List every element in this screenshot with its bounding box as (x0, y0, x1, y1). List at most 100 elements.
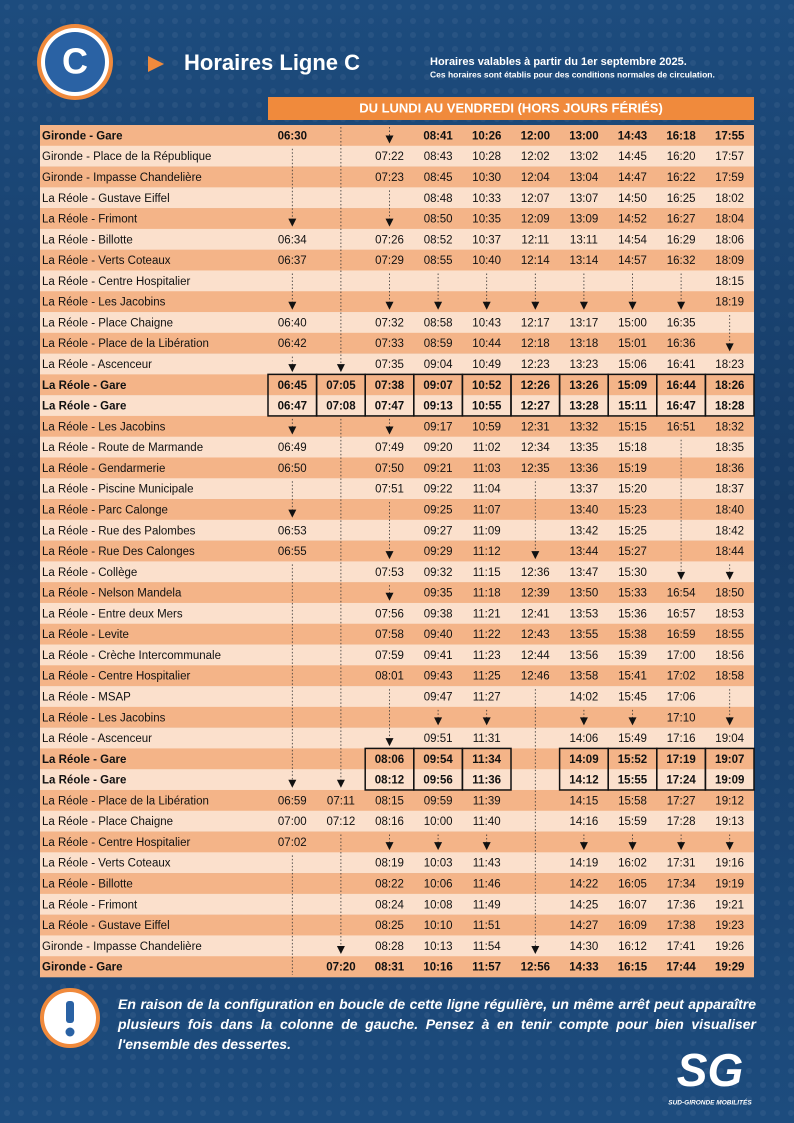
row-band (40, 457, 754, 479)
time: 07:05 (326, 380, 356, 392)
play-icon (148, 56, 164, 72)
time: 11:46 (473, 879, 501, 891)
time: 18:40 (715, 504, 744, 516)
time: 17:31 (667, 858, 696, 870)
time: 14:15 (570, 795, 599, 807)
time: 18:04 (715, 214, 744, 226)
skip-arrow (288, 364, 297, 373)
row-band (40, 270, 754, 292)
time: 12:04 (521, 172, 550, 184)
period-bar (268, 97, 754, 120)
time: 16:59 (667, 629, 696, 641)
row-band (40, 602, 754, 625)
time: 08:59 (424, 338, 453, 350)
time: 07:20 (326, 962, 355, 974)
time: 10:16 (423, 962, 452, 974)
time: 06:30 (278, 130, 307, 142)
skip-arrow (434, 301, 443, 310)
time: 09:07 (423, 380, 452, 392)
time: 15:38 (618, 629, 647, 641)
row-band (40, 415, 754, 438)
row-band (40, 436, 754, 458)
period: DU LUNDI AU VENDREDI (HORS JOURS FÉRIÉS) (359, 100, 663, 115)
time: 07:11 (327, 795, 355, 807)
stop-name: La Réole - Place Chaigne (42, 317, 173, 329)
time: 11:57 (472, 962, 501, 974)
stop-name: Gironde - Gare (42, 130, 123, 142)
time: 07:08 (326, 401, 356, 413)
skip-arrow (385, 301, 394, 310)
time: 16:05 (618, 879, 647, 891)
time: 10:06 (424, 879, 453, 891)
time: 15:39 (618, 650, 647, 662)
stop-name: La Réole - Verts Coteaux (42, 858, 171, 870)
time: 08:48 (424, 193, 453, 205)
time: 12:39 (521, 588, 550, 600)
time: 09:56 (423, 775, 452, 787)
stop-name: La Réole - Route de Marmande (42, 442, 203, 454)
time: 07:56 (375, 608, 404, 620)
row-band (40, 935, 754, 957)
time: 19:16 (715, 858, 744, 870)
time: 16:54 (667, 588, 696, 600)
stop-name: La Réole - Place de la Libération (42, 338, 209, 350)
time: 15:09 (618, 380, 647, 392)
time: 18:36 (715, 463, 744, 475)
time: 14:30 (570, 941, 599, 953)
time: 13:07 (570, 193, 599, 205)
skip-arrow (579, 842, 588, 851)
row-band (40, 208, 754, 230)
time: 13:53 (570, 608, 599, 620)
time: 12:31 (521, 421, 550, 433)
time: 10:35 (472, 214, 501, 226)
time: 15:06 (618, 359, 647, 371)
stop-name: La Réole - Parc Calonge (42, 504, 168, 516)
time: 17:36 (667, 899, 696, 911)
time: 15:49 (618, 733, 647, 745)
time: 12:36 (521, 567, 550, 579)
time: 15:30 (618, 567, 647, 579)
time: 13:09 (570, 214, 599, 226)
skip-arrow (677, 301, 686, 310)
row-band (40, 125, 754, 147)
row-band (40, 914, 754, 936)
time: 15:55 (618, 775, 648, 787)
row-band (40, 686, 754, 708)
row-band (40, 332, 754, 354)
row-band (40, 956, 754, 978)
time: 08:52 (424, 234, 453, 246)
time: 11:34 (472, 754, 501, 766)
time: 08:41 (423, 130, 453, 142)
time: 15:41 (618, 671, 647, 683)
row-band (40, 249, 754, 271)
time: 11:12 (473, 546, 501, 558)
time: 18:55 (715, 629, 744, 641)
time: 07:35 (375, 359, 404, 371)
stop-name: La Réole - Centre Hospitalier (42, 837, 190, 849)
time: 16:09 (618, 920, 647, 932)
time: 10:10 (424, 920, 453, 932)
time: 08:43 (424, 151, 453, 163)
time: 11:15 (473, 567, 501, 579)
time: 09:04 (424, 359, 453, 371)
time: 19:09 (715, 775, 744, 787)
notice: En raison de la configuration en boucle … (118, 996, 756, 1052)
time: 07:02 (278, 837, 307, 849)
cell-box (704, 747, 755, 791)
time: 17:19 (666, 754, 695, 766)
time: 12:26 (521, 380, 550, 392)
time: 16:15 (618, 962, 648, 974)
time: 16:27 (667, 214, 696, 226)
time: 11:07 (473, 504, 501, 516)
time: 19:29 (715, 962, 744, 974)
time: 15:20 (618, 484, 647, 496)
skip-arrow (531, 301, 540, 310)
time: 06:50 (278, 463, 307, 475)
time: 13:50 (570, 588, 599, 600)
time: 08:45 (424, 172, 453, 184)
stop-name: La Réole - Frimont (42, 214, 138, 226)
time: 19:21 (715, 899, 744, 911)
time: 07:23 (375, 172, 404, 184)
skip-arrow (434, 717, 443, 726)
time: 12:27 (521, 401, 550, 413)
